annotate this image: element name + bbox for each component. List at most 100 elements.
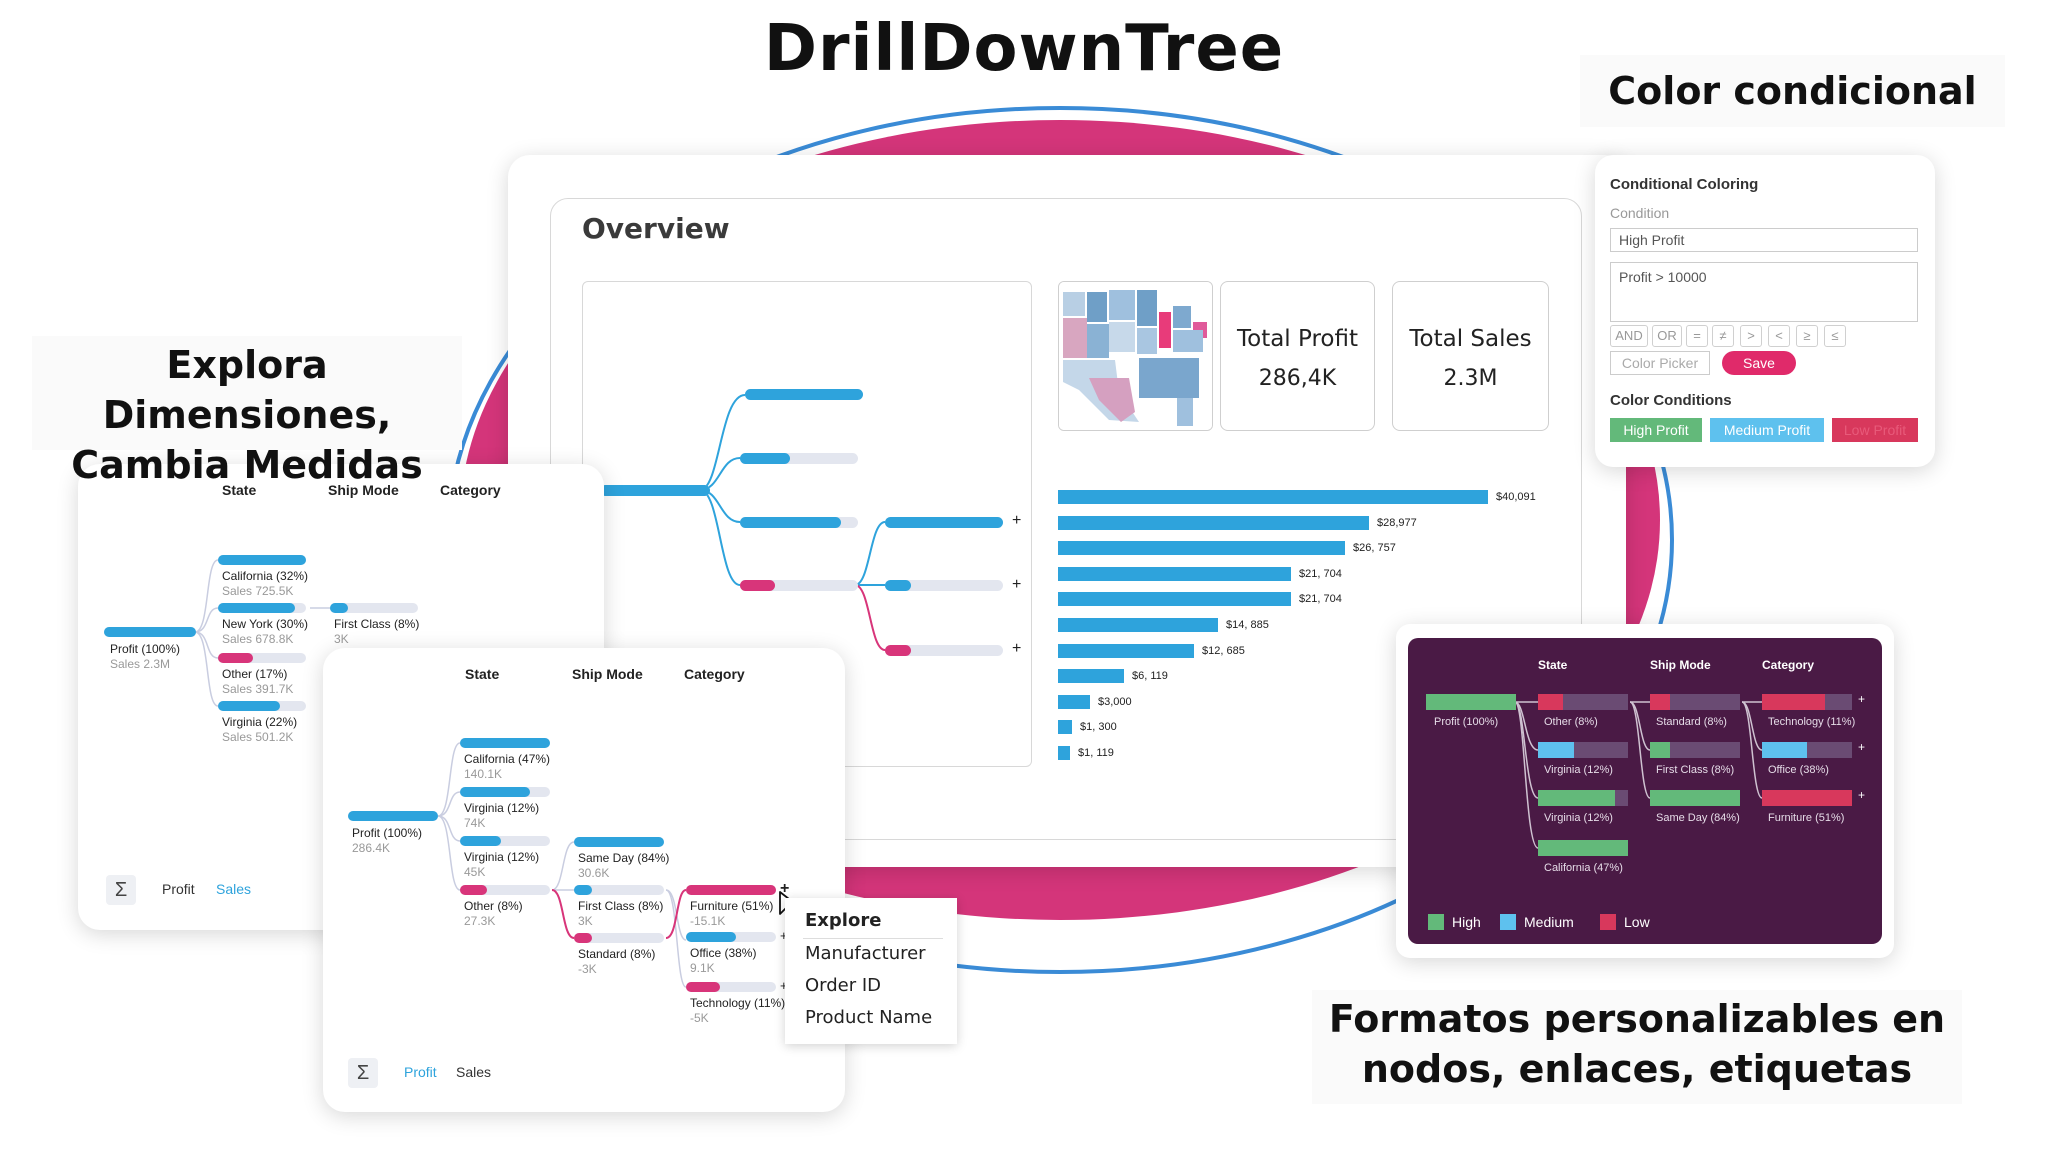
tree1-ship-1[interactable] bbox=[330, 603, 418, 613]
dark-ship-3-label: Same Day (84%) bbox=[1656, 812, 1740, 824]
context-menu-item-product-name[interactable]: Product Name bbox=[805, 1007, 933, 1028]
ov-expand-3[interactable]: + bbox=[1012, 640, 1022, 657]
chart-bar[interactable] bbox=[1058, 644, 1194, 658]
dark-ship-3[interactable] bbox=[1650, 790, 1740, 806]
dark-state-4-label: California (47%) bbox=[1544, 862, 1623, 874]
tree1-measure-sales[interactable]: Sales bbox=[216, 881, 252, 897]
tree2-category-1-label: Furniture (51%) bbox=[690, 899, 774, 913]
tree2-state-1[interactable] bbox=[460, 738, 550, 748]
dark-category-3[interactable] bbox=[1762, 790, 1852, 806]
dark-root-node[interactable] bbox=[1426, 694, 1516, 710]
tree2-expand-2[interactable]: + bbox=[780, 928, 788, 943]
tree1-measure-profit[interactable]: Profit bbox=[162, 881, 195, 897]
tree2-expand-1[interactable]: + bbox=[780, 880, 790, 897]
tree-card-profit bbox=[323, 648, 845, 1112]
chip-low-profit[interactable]: Low Profit bbox=[1832, 418, 1918, 442]
tree2-expand-3[interactable]: + bbox=[780, 978, 788, 993]
dark-expand-1[interactable]: + bbox=[1858, 692, 1866, 706]
dark-category-2-fill bbox=[1762, 742, 1807, 758]
dark-ship-1-fill bbox=[1650, 694, 1670, 710]
tree1-state-3[interactable] bbox=[218, 653, 306, 663]
color-picker-button[interactable]: Color Picker bbox=[1610, 351, 1710, 375]
chart-bar[interactable] bbox=[1058, 567, 1291, 581]
operator-greater-button[interactable]: > bbox=[1740, 325, 1762, 347]
chart-bar[interactable] bbox=[1058, 516, 1369, 530]
dark-state-1[interactable] bbox=[1538, 694, 1628, 710]
tree2-category-3-label: Technology (11%) bbox=[690, 996, 786, 1010]
tree2-ship-3[interactable] bbox=[574, 933, 664, 943]
dark-ship-1[interactable] bbox=[1650, 694, 1740, 710]
chart-bar[interactable] bbox=[1058, 669, 1124, 683]
tree1-root-node[interactable] bbox=[104, 627, 196, 637]
ov-expand-2[interactable]: + bbox=[1012, 576, 1022, 593]
dark-expand-3[interactable]: + bbox=[1858, 788, 1866, 802]
operator-less-button[interactable]: < bbox=[1768, 325, 1790, 347]
condition-expression-input[interactable]: Profit > 10000 bbox=[1610, 262, 1918, 322]
chart-bar[interactable] bbox=[1058, 695, 1090, 709]
chart-bar[interactable] bbox=[1058, 618, 1218, 632]
tree2-measure-sales[interactable]: Sales bbox=[456, 1064, 492, 1080]
ov-node-4[interactable] bbox=[740, 580, 858, 591]
tree2-ship-1-sub: 30.6K bbox=[578, 866, 610, 880]
chart-bar[interactable] bbox=[1058, 746, 1070, 760]
ov-child-1[interactable] bbox=[885, 517, 1003, 528]
dark-category-2[interactable] bbox=[1762, 742, 1852, 758]
tree2-category-3[interactable] bbox=[686, 982, 776, 992]
dark-col-shipmode: Ship Mode bbox=[1650, 658, 1711, 672]
tree2-ship-1[interactable] bbox=[574, 837, 664, 847]
dark-expand-2[interactable]: + bbox=[1858, 740, 1866, 754]
ov-expand-1[interactable]: + bbox=[1012, 512, 1022, 529]
us-map[interactable] bbox=[1058, 281, 1213, 431]
chart-bar[interactable] bbox=[1058, 720, 1072, 734]
dark-category-3-label: Furniture (51%) bbox=[1768, 812, 1845, 824]
ov-root-node[interactable] bbox=[600, 485, 710, 496]
tree1-state-4[interactable] bbox=[218, 701, 306, 711]
ov-child-3[interactable] bbox=[885, 645, 1003, 656]
overview-bar-chart: $40,091 $28,977 $26, 757 $21, 704 $21, 704 $1… bbox=[1058, 490, 1558, 770]
operator-greater-equal-button[interactable]: ≥ bbox=[1796, 325, 1818, 347]
tree2-root-node[interactable] bbox=[348, 811, 438, 821]
context-menu-item-manufacturer[interactable]: Manufacturer bbox=[805, 943, 926, 964]
tree1-sigma-button[interactable]: Σ bbox=[106, 875, 136, 905]
tree2-category-1[interactable] bbox=[686, 885, 776, 895]
dark-category-1[interactable] bbox=[1762, 694, 1852, 710]
tree1-state-2[interactable] bbox=[218, 603, 306, 613]
tree2-ship-3-sub: -3K bbox=[578, 962, 597, 976]
chip-high-profit[interactable]: High Profit bbox=[1610, 418, 1702, 442]
kpi-total-profit-value: 286,4K bbox=[1258, 366, 1337, 391]
chart-bar[interactable] bbox=[1058, 541, 1345, 555]
condition-name-input[interactable]: High Profit bbox=[1610, 228, 1918, 252]
tree2-sigma-button[interactable]: Σ bbox=[348, 1058, 378, 1088]
tree2-state-2[interactable] bbox=[460, 787, 550, 797]
chip-medium-profit[interactable]: Medium Profit bbox=[1710, 418, 1824, 442]
operator-and-button[interactable]: AND bbox=[1610, 325, 1648, 347]
operator-or-button[interactable]: OR bbox=[1652, 325, 1682, 347]
chart-bar[interactable] bbox=[1058, 490, 1488, 504]
operator-not-equal-button[interactable]: ≠ bbox=[1712, 325, 1734, 347]
tree1-state-1-sub: Sales 725.5K bbox=[222, 584, 294, 598]
ov-node-3-fill bbox=[740, 517, 842, 528]
dark-state-3[interactable] bbox=[1538, 790, 1628, 806]
operator-less-equal-button[interactable]: ≤ bbox=[1824, 325, 1846, 347]
dark-ship-2[interactable] bbox=[1650, 742, 1740, 758]
context-menu-item-order-id[interactable]: Order ID bbox=[805, 975, 882, 996]
dark-category-3-fill bbox=[1762, 790, 1852, 806]
tree2-state-4[interactable] bbox=[460, 885, 550, 895]
chart-bar-label: $28,977 bbox=[1377, 517, 1417, 529]
ov-node-3[interactable] bbox=[740, 517, 858, 528]
tree2-category-2[interactable] bbox=[686, 932, 776, 942]
ov-node-2[interactable] bbox=[740, 453, 858, 464]
tree2-measure-profit[interactable]: Profit bbox=[404, 1064, 437, 1080]
operator-equal-button[interactable]: = bbox=[1686, 325, 1708, 347]
chart-bar-label: $6, 119 bbox=[1132, 670, 1168, 682]
dark-category-1-label: Technology (11%) bbox=[1768, 716, 1856, 728]
tree1-state-1[interactable] bbox=[218, 555, 306, 565]
dark-state-4[interactable] bbox=[1538, 840, 1628, 856]
tree2-state-3[interactable] bbox=[460, 836, 550, 846]
ov-child-2[interactable] bbox=[885, 580, 1003, 591]
save-button[interactable]: Save bbox=[1722, 351, 1796, 375]
dark-state-2[interactable] bbox=[1538, 742, 1628, 758]
chart-bar[interactable] bbox=[1058, 592, 1291, 606]
ov-node-1[interactable] bbox=[745, 389, 863, 400]
tree2-ship-2[interactable] bbox=[574, 885, 664, 895]
